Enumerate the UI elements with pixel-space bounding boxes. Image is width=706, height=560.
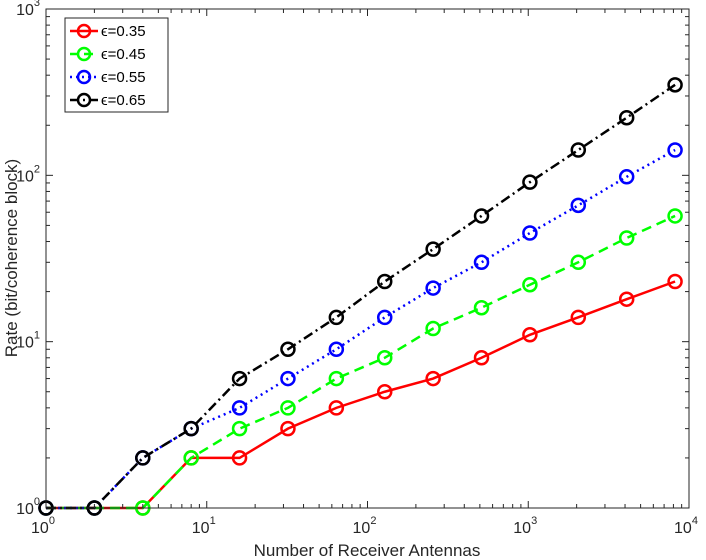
series-1-point bbox=[473, 299, 490, 316]
legend-entry-0: ϵ=0.35 bbox=[70, 23, 146, 40]
series-line-2 bbox=[46, 148, 676, 510]
series-0-point bbox=[570, 309, 587, 326]
legend-label-0: ϵ=0.35 bbox=[101, 23, 146, 40]
series-2-point bbox=[618, 169, 635, 185]
legend-entry-2: ϵ=0.55 bbox=[70, 69, 146, 86]
x-tick-label-2: 102 bbox=[353, 515, 377, 537]
legend-marker-3 bbox=[76, 92, 92, 108]
series-0-point bbox=[280, 420, 296, 437]
series-line-0 bbox=[46, 280, 676, 510]
legend-marker-1 bbox=[76, 46, 92, 62]
series-3-point bbox=[618, 109, 635, 126]
x-tick-label-3: 103 bbox=[513, 515, 537, 537]
series-1-point bbox=[425, 320, 441, 337]
series-2-point bbox=[425, 280, 441, 296]
series-line-3 bbox=[46, 83, 676, 510]
x-tick-label-1: 101 bbox=[192, 515, 216, 537]
legend-marker-0 bbox=[76, 23, 92, 39]
series-3-point bbox=[667, 77, 683, 93]
series-3-point bbox=[473, 208, 490, 224]
y-tick-label-2: 102 bbox=[16, 163, 40, 185]
series-1-point bbox=[522, 276, 538, 293]
series-0-point bbox=[231, 450, 248, 466]
legend: ϵ=0.35 ϵ=0.45 ϵ=0.55 ϵ=0.65 bbox=[64, 17, 169, 113]
legend-label-1: ϵ=0.45 bbox=[101, 46, 146, 63]
y-tick-label-3: 103 bbox=[16, 0, 40, 19]
series-2-point bbox=[328, 341, 345, 358]
series-3-point bbox=[183, 420, 199, 437]
y-tick-label-1: 101 bbox=[16, 330, 40, 352]
series-3-point bbox=[570, 142, 587, 158]
legend-marker-2 bbox=[76, 69, 92, 85]
series-0-point bbox=[473, 350, 490, 366]
series-3-point bbox=[135, 450, 151, 466]
legend-label-2: ϵ=0.55 bbox=[101, 69, 146, 86]
series-3-point bbox=[522, 174, 538, 190]
series-2-point bbox=[376, 309, 393, 326]
legend-box bbox=[64, 17, 169, 113]
series-1 bbox=[38, 208, 683, 516]
series-2-point bbox=[280, 370, 296, 387]
legend-entry-3: ϵ=0.65 bbox=[70, 92, 146, 109]
series-1-point bbox=[570, 254, 587, 271]
y-axis-label: Rate (bit/coherence block) bbox=[2, 159, 21, 357]
series-layer bbox=[38, 77, 683, 516]
x-axis-label: Number of Receiver Antennas bbox=[254, 541, 481, 560]
ticks-layer bbox=[45, 9, 689, 509]
series-3 bbox=[38, 77, 683, 516]
legend-label-3: ϵ=0.65 bbox=[101, 92, 146, 109]
series-1-point bbox=[667, 208, 683, 224]
series-1-point bbox=[618, 230, 635, 246]
tick-labels: 100 101 102 103 104 100 101 102 103 bbox=[16, 0, 698, 537]
series-3-point bbox=[328, 309, 345, 326]
series-0-point bbox=[328, 400, 345, 416]
series-2-point bbox=[473, 254, 490, 271]
series-2-point bbox=[667, 142, 683, 158]
series-0-point bbox=[425, 370, 441, 387]
series-0-point bbox=[667, 273, 683, 290]
x-tick-label-4: 104 bbox=[674, 515, 698, 537]
series-1-point bbox=[328, 370, 345, 387]
series-2-point bbox=[231, 400, 248, 416]
series-0-point bbox=[522, 327, 538, 343]
legend-entry-1: ϵ=0.45 bbox=[70, 46, 146, 63]
series-1-point bbox=[231, 420, 248, 437]
series-1-point bbox=[280, 400, 296, 416]
series-3-point bbox=[376, 273, 393, 290]
series-3-point bbox=[280, 341, 296, 358]
series-2-point bbox=[570, 197, 587, 214]
series-0-point bbox=[618, 291, 635, 307]
series-3-point bbox=[425, 241, 441, 257]
series-line-1 bbox=[46, 214, 676, 510]
y-tick-label-0: 100 bbox=[16, 496, 40, 518]
series-3-point bbox=[231, 370, 248, 387]
series-2-point bbox=[522, 225, 538, 241]
x-tick-label-0: 100 bbox=[31, 515, 55, 537]
series-0 bbox=[38, 273, 683, 516]
series-1-point bbox=[376, 350, 393, 366]
series-0-point bbox=[376, 383, 393, 400]
series-1-point bbox=[183, 450, 199, 466]
